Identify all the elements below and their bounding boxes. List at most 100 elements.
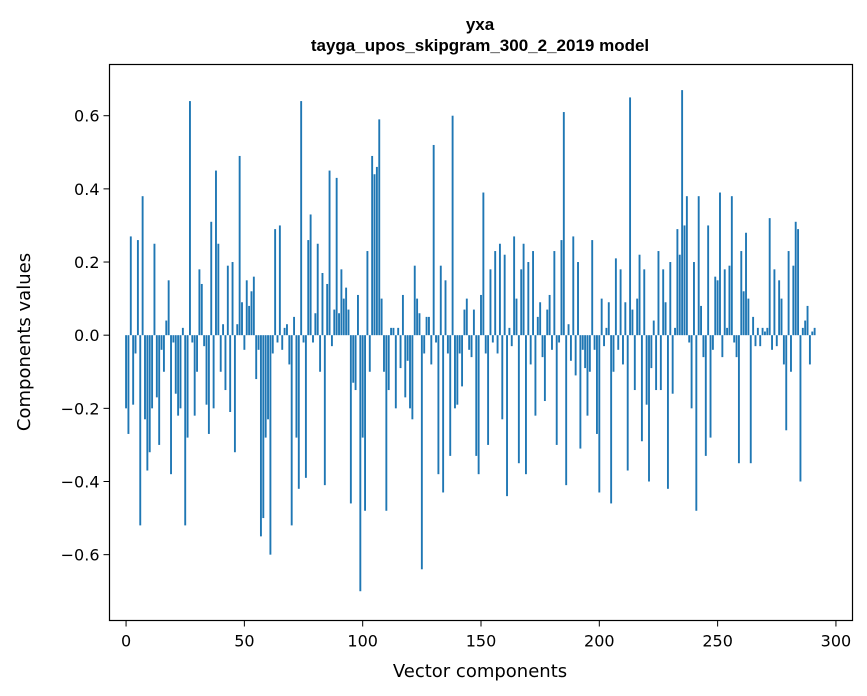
bar-component-201 — [600, 298, 603, 336]
bar-component-247 — [709, 335, 712, 438]
bar-component-48 — [238, 155, 241, 336]
bar-component-222 — [650, 335, 653, 369]
bar-component-108 — [380, 298, 383, 336]
bar-component-272 — [768, 218, 771, 336]
bar-component-258 — [735, 335, 738, 358]
bar-component-118 — [404, 335, 407, 398]
bar-component-76 — [304, 335, 307, 478]
bar-component-133 — [439, 265, 442, 336]
bar-component-286 — [801, 327, 804, 336]
bar-component-175 — [539, 302, 542, 336]
bar-component-113 — [392, 327, 395, 336]
bar-component-2 — [129, 236, 132, 336]
bar-component-285 — [799, 335, 802, 482]
bar-component-209 — [619, 269, 622, 336]
bar-component-245 — [704, 335, 707, 456]
bar-component-109 — [383, 335, 385, 372]
bar-component-280 — [787, 251, 790, 336]
bar-component-126 — [423, 335, 426, 354]
bar-component-65 — [278, 225, 281, 336]
x-axis-label: Vector components — [393, 661, 567, 682]
bar-component-200 — [598, 335, 601, 493]
bar-component-81 — [316, 243, 319, 336]
bar-component-212 — [626, 335, 629, 471]
bar-component-234 — [678, 254, 681, 336]
y-tick-label: 0.6 — [74, 107, 99, 126]
bar-component-68 — [286, 324, 288, 336]
bar-component-208 — [617, 335, 620, 350]
bar-component-163 — [510, 335, 513, 347]
bar-component-168 — [522, 243, 525, 336]
bar-component-249 — [714, 276, 717, 336]
bar-component-101 — [364, 335, 366, 511]
bar-component-233 — [676, 229, 679, 336]
bar-component-15 — [160, 335, 163, 350]
bar-component-92 — [342, 298, 345, 336]
bar-component-50 — [243, 335, 246, 350]
bar-component-254 — [726, 327, 729, 336]
bar-component-142 — [461, 335, 464, 387]
bar-component-187 — [567, 324, 570, 336]
bar-component-119 — [406, 335, 409, 361]
bar-component-34 — [205, 335, 208, 405]
bar-component-96 — [352, 335, 355, 383]
bar-component-30 — [196, 335, 198, 372]
bar-component-98 — [357, 294, 359, 336]
bar-component-66 — [281, 335, 284, 350]
bar-component-149 — [477, 335, 480, 475]
bar-component-38 — [215, 170, 217, 336]
bar-component-232 — [674, 327, 676, 336]
bar-component-228 — [664, 302, 667, 336]
bar-component-207 — [614, 258, 617, 336]
bar-component-153 — [487, 335, 490, 445]
bar-component-146 — [470, 335, 473, 358]
bar-component-26 — [186, 335, 189, 438]
bar-component-219 — [643, 269, 646, 336]
bar-component-282 — [792, 265, 795, 336]
bar-component-188 — [569, 335, 572, 361]
bar-component-269 — [761, 327, 764, 336]
bar-component-115 — [397, 327, 400, 336]
bar-component-284 — [797, 229, 800, 336]
x-tick-label: 100 — [347, 632, 378, 651]
bar-component-122 — [413, 265, 416, 336]
bar-component-267 — [756, 327, 759, 336]
bar-component-79 — [312, 335, 314, 343]
bar-component-141 — [458, 335, 461, 354]
bar-component-241 — [695, 335, 698, 511]
bar-component-39 — [217, 243, 220, 336]
bar-component-154 — [489, 269, 492, 336]
bar-component-162 — [508, 327, 511, 336]
bar-component-216 — [636, 298, 639, 336]
bar-component-62 — [271, 335, 274, 354]
bar-component-54 — [252, 276, 255, 336]
bar-component-202 — [603, 335, 605, 347]
bar-component-134 — [442, 335, 445, 493]
bar-component-4 — [134, 335, 137, 354]
bar-component-24 — [181, 327, 184, 336]
y-tick-label: 0.0 — [74, 326, 99, 345]
bar-component-104 — [371, 155, 374, 336]
bar-component-289 — [808, 335, 811, 365]
bar-component-183 — [558, 335, 561, 343]
bar-component-205 — [610, 335, 613, 504]
bar-component-117 — [401, 294, 404, 336]
x-tick-label: 250 — [702, 632, 733, 651]
y-axis-ticks: −0.6 −0.4 −0.2 0.0 0.2 0.4 0.6 — [61, 107, 110, 565]
bar-component-151 — [482, 192, 485, 336]
bar-component-18 — [167, 280, 170, 336]
bar-component-170 — [527, 262, 530, 336]
bar-component-275 — [775, 335, 778, 347]
bar-component-182 — [555, 335, 558, 445]
bar-component-242 — [697, 196, 700, 336]
chart-subtitle: tayga_upos_skipgram_300_2_2019 model — [311, 36, 649, 55]
bar-component-129 — [430, 335, 433, 365]
bar-component-148 — [475, 335, 478, 456]
bar-component-145 — [468, 335, 471, 350]
bar-component-70 — [290, 335, 293, 526]
bar-component-179 — [548, 294, 551, 336]
bar-component-99 — [359, 335, 362, 592]
bar-component-5 — [136, 240, 139, 336]
x-tick-label: 300 — [821, 632, 852, 651]
bar-component-264 — [749, 335, 752, 464]
